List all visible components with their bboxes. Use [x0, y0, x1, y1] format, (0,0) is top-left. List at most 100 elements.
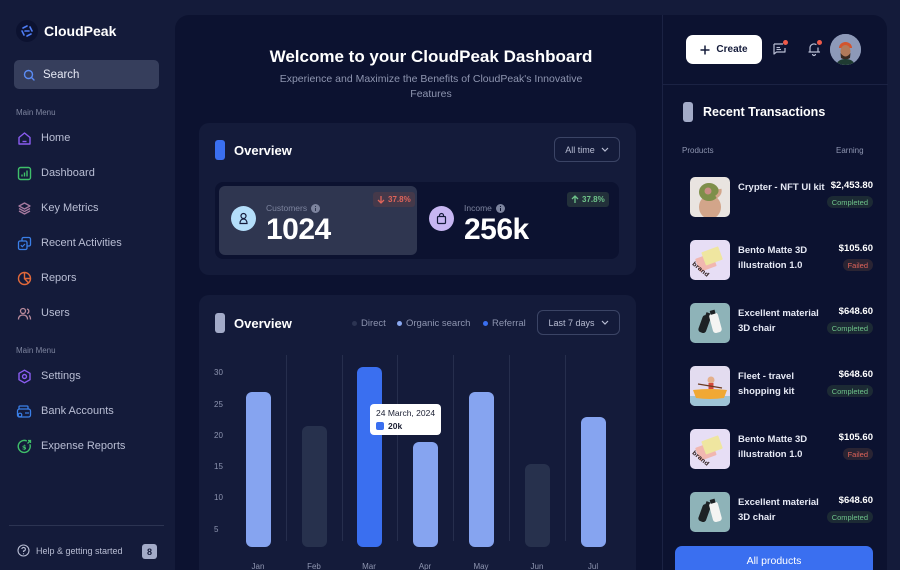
search-placeholder: Search: [43, 68, 80, 81]
transaction-row[interactable]: Crypter - NFT UI kit $2,453.80 Completed: [690, 177, 875, 219]
chart-range-dropdown[interactable]: Last 7 days: [537, 310, 620, 335]
legend-referral[interactable]: Referral: [483, 318, 526, 329]
transaction-row[interactable]: Fleet - travel shopping kit $648.60 Comple…: [690, 366, 875, 408]
shopping-bag-icon: [429, 206, 454, 231]
arrow-down-icon: [377, 196, 385, 204]
sidebar-item-reports[interactable]: Repors: [16, 268, 76, 288]
dashboard-icon: [16, 165, 32, 181]
bar-feb[interactable]: [301, 426, 327, 547]
product-name: Crypter - NFT UI kit: [738, 182, 825, 193]
status-badge: Completed: [826, 322, 873, 334]
y-tick: 30: [214, 368, 223, 378]
create-button[interactable]: Create: [686, 35, 762, 64]
messages-button[interactable]: [772, 40, 790, 59]
grid-line: [509, 355, 510, 541]
search-input[interactable]: Search: [14, 60, 159, 89]
x-tick: Mar: [362, 562, 376, 570]
help-link[interactable]: Help & getting started: [17, 544, 123, 557]
stat-customers[interactable]: Customers 1024 37.8%: [219, 186, 417, 255]
legend-organic-search[interactable]: Organic search: [397, 318, 470, 329]
sidebar-item-bank-accounts[interactable]: Bank Accounts: [16, 401, 114, 421]
product-thumbnail: brand: [690, 429, 730, 469]
grid-line: [397, 355, 398, 541]
page-subtitle: Experience and Maximize the Benefits of …: [279, 73, 583, 100]
transaction-row[interactable]: brand Bento Matte 3D illustration 1.0 $105…: [690, 240, 875, 282]
bar-mar[interactable]: [356, 367, 382, 547]
transactions-title: Recent Transactions: [703, 105, 826, 119]
bar-apr[interactable]: [412, 442, 438, 547]
status-badge: Completed: [826, 196, 873, 208]
customers-value: 1024: [266, 213, 331, 246]
overview-title: Overview: [234, 143, 292, 158]
y-tick: 10: [214, 493, 223, 503]
product-thumbnail: [690, 177, 730, 217]
sidebar: CloudPeak Search Main Menu Home Dashboar…: [0, 0, 174, 570]
x-tick: Feb: [307, 562, 321, 570]
product-earning: $648.60: [838, 369, 873, 380]
status-badge: Failed: [842, 448, 873, 460]
x-tick: Jul: [587, 562, 599, 570]
y-tick: 5: [214, 524, 219, 534]
user-icon: [231, 206, 256, 231]
bell-icon: [808, 43, 821, 57]
customers-change-badge: 37.8%: [373, 192, 415, 207]
transaction-row[interactable]: brand Bento Matte 3D illustration 1.0 $105…: [690, 429, 875, 471]
product-earning: $2,453.80: [830, 180, 873, 191]
product-name: Bento Matte 3D illustration 1.0: [738, 245, 808, 271]
grid-line: [342, 355, 343, 541]
pie-chart-icon: [16, 270, 32, 286]
status-badge: Failed: [842, 259, 873, 271]
bar-jul[interactable]: [580, 417, 606, 547]
arrow-up-icon: [571, 195, 579, 203]
bank-icon: [16, 403, 32, 419]
product-thumbnail: brand: [690, 240, 730, 280]
message-icon: [773, 43, 786, 55]
y-tick: 15: [214, 462, 223, 472]
home-icon: [16, 130, 32, 146]
x-tick: Apr: [418, 562, 432, 570]
all-products-button[interactable]: All products: [675, 546, 873, 570]
sidebar-item-key-metrics[interactable]: Key Metrics: [16, 198, 98, 218]
bar-jun[interactable]: [524, 463, 550, 547]
brand[interactable]: CloudPeak: [16, 20, 116, 42]
transaction-row[interactable]: Excellent material 3D chair $648.60 Comple…: [690, 303, 875, 345]
grid-line: [565, 355, 566, 541]
main-panel: Welcome to your CloudPeak Dashboard Expe…: [175, 15, 662, 570]
bar-may[interactable]: [468, 392, 494, 547]
activities-icon: [16, 235, 32, 251]
sidebar-item-settings[interactable]: Settings: [16, 366, 81, 386]
avatar[interactable]: [830, 34, 861, 65]
sidebar-item-users[interactable]: Users: [16, 303, 70, 323]
layers-icon: [16, 200, 32, 216]
x-tick: Jun: [530, 562, 544, 570]
status-badge: Completed: [826, 511, 873, 523]
product-name: Excellent material 3D chair: [738, 497, 819, 523]
stats-row: Customers 1024 37.8% Income 256k: [215, 182, 619, 259]
y-tick: 20: [214, 430, 223, 440]
bar-jan[interactable]: [245, 392, 271, 547]
legend-direct[interactable]: Direct: [352, 318, 386, 329]
sidebar-item-recent-activities[interactable]: Recent Activities: [16, 233, 122, 253]
sidebar-item-dashboard[interactable]: Dashboard: [16, 163, 95, 183]
product-earning: $648.60: [838, 495, 873, 506]
sidebar-item-home[interactable]: Home: [16, 128, 70, 148]
product-earning: $105.60: [838, 243, 873, 254]
product-earning: $105.60: [838, 432, 873, 443]
transaction-row[interactable]: Excellent material 3D chair $648.60 Comple…: [690, 492, 875, 534]
chart-card: Overview Direct Organic search Referral …: [199, 295, 636, 570]
info-icon[interactable]: [495, 203, 505, 213]
chevron-down-icon: [601, 320, 608, 325]
menu-section-label: Main Menu: [16, 108, 56, 117]
stat-income[interactable]: Income 256k 37.8%: [417, 186, 615, 255]
grid-line: [286, 355, 287, 541]
product-name: Bento Matte 3D illustration 1.0: [738, 434, 808, 460]
svg-text:$: $: [22, 443, 27, 451]
search-icon: [23, 69, 35, 81]
product-thumbnail: [690, 492, 730, 532]
time-range-dropdown[interactable]: All time: [554, 137, 620, 162]
product-earning: $648.60: [838, 306, 873, 317]
info-icon[interactable]: [311, 203, 321, 213]
notifications-button[interactable]: [806, 40, 824, 59]
sidebar-item-expense-reports[interactable]: $ Expense Reports: [16, 436, 125, 456]
income-change-badge: 37.8%: [567, 192, 609, 207]
